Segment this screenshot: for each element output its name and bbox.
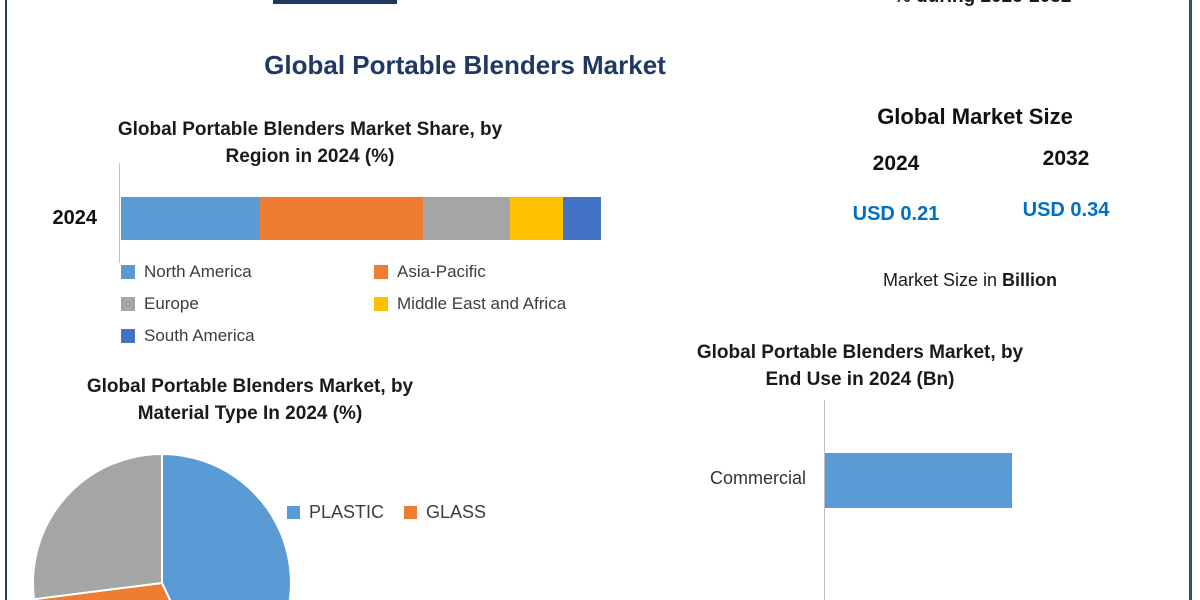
region-chart-axis xyxy=(119,163,120,263)
legend-label: Middle East and Africa xyxy=(397,293,567,313)
region-chart-title: Global Portable Blenders Market Share, b… xyxy=(90,117,530,171)
region-bar-segment-north-america xyxy=(121,197,261,240)
clipped-header-text-content: % during 2025-2032 xyxy=(894,0,1071,8)
legend-swatch xyxy=(121,296,135,311)
legend-item: South America xyxy=(121,326,374,345)
legend-swatch xyxy=(121,328,135,343)
market-size-year-2024: 2024 xyxy=(872,152,920,175)
page-title: Global Portable Blenders Market xyxy=(264,50,666,80)
legend-swatch xyxy=(121,264,135,279)
end-use-category-label: Commercial xyxy=(709,468,806,488)
legend-item: Europe xyxy=(121,294,374,313)
legend-label: Europe xyxy=(144,293,199,313)
legend-swatch xyxy=(374,296,388,311)
legend-label: Asia-Pacific xyxy=(397,261,486,281)
region-chart-title-line2: Region in 2024 (%) xyxy=(225,145,395,167)
region-chart-title-line1: Global Portable Blenders Market Share, b… xyxy=(117,119,503,140)
market-size-footnote-prefix: Market Size in xyxy=(882,270,998,290)
frame-left-border xyxy=(5,0,7,600)
market-size-year-2032: 2032 xyxy=(1042,147,1090,170)
legend-label: South America xyxy=(144,325,255,345)
legend-item: GLASS xyxy=(404,502,487,522)
market-size-heading: Global Market Size xyxy=(877,104,1073,129)
region-legend: North America Asia-Pacific Europe Middle Ea… xyxy=(121,262,641,345)
clipped-header-text: % during 2025-2032 xyxy=(880,0,1140,8)
market-size-value-2024: USD 0.21 xyxy=(852,203,940,225)
legend-label: North America xyxy=(144,261,252,281)
end-use-bar xyxy=(825,453,1012,508)
material-chart-title-line1: Global Portable Blenders Market, by xyxy=(86,376,414,397)
legend-swatch xyxy=(374,264,388,279)
region-chart-category-label: 2024 xyxy=(52,207,98,229)
market-size-footnote: Market Size in Billion xyxy=(790,270,1150,291)
material-chart-title: Global Portable Blenders Market, by Mate… xyxy=(50,374,450,428)
material-pie xyxy=(31,453,292,600)
end-use-chart-title-line2: End Use in 2024 (Bn) xyxy=(765,368,955,390)
end-use-chart-axis xyxy=(824,400,825,600)
region-bar-segment-europe xyxy=(423,197,510,240)
pie-slice-gray xyxy=(31,453,163,600)
legend-item: Asia-Pacific xyxy=(374,262,641,281)
material-legend: PLASTIC GLASS xyxy=(287,502,487,522)
legend-label: GLASS xyxy=(426,502,487,522)
end-use-chart-title-line1: Global Portable Blenders Market, by xyxy=(696,342,1024,363)
legend-label: PLASTIC xyxy=(309,502,385,522)
region-bar-segment-asia-pacific xyxy=(260,197,424,240)
region-bar-segments xyxy=(121,197,602,240)
material-chart-title-line2: Material Type In 2024 (%) xyxy=(137,402,363,424)
market-size-footnote-unit: Billion xyxy=(1002,270,1058,290)
legend-item: PLASTIC xyxy=(287,502,385,522)
legend-swatch xyxy=(404,506,418,519)
legend-item: North America xyxy=(121,262,374,281)
frame-right-border xyxy=(1189,0,1192,600)
clipped-header-bar xyxy=(273,0,397,4)
end-use-chart-title: Global Portable Blenders Market, by End … xyxy=(660,340,1060,394)
region-bar-segment-south-america xyxy=(562,197,602,240)
legend-item: Middle East and Africa xyxy=(374,294,641,313)
market-size-value-2032: USD 0.34 xyxy=(1022,199,1110,221)
pie-slice-plastic xyxy=(161,453,292,600)
legend-swatch xyxy=(287,506,300,519)
region-bar-segment-middle-east-and-africa xyxy=(509,197,563,240)
